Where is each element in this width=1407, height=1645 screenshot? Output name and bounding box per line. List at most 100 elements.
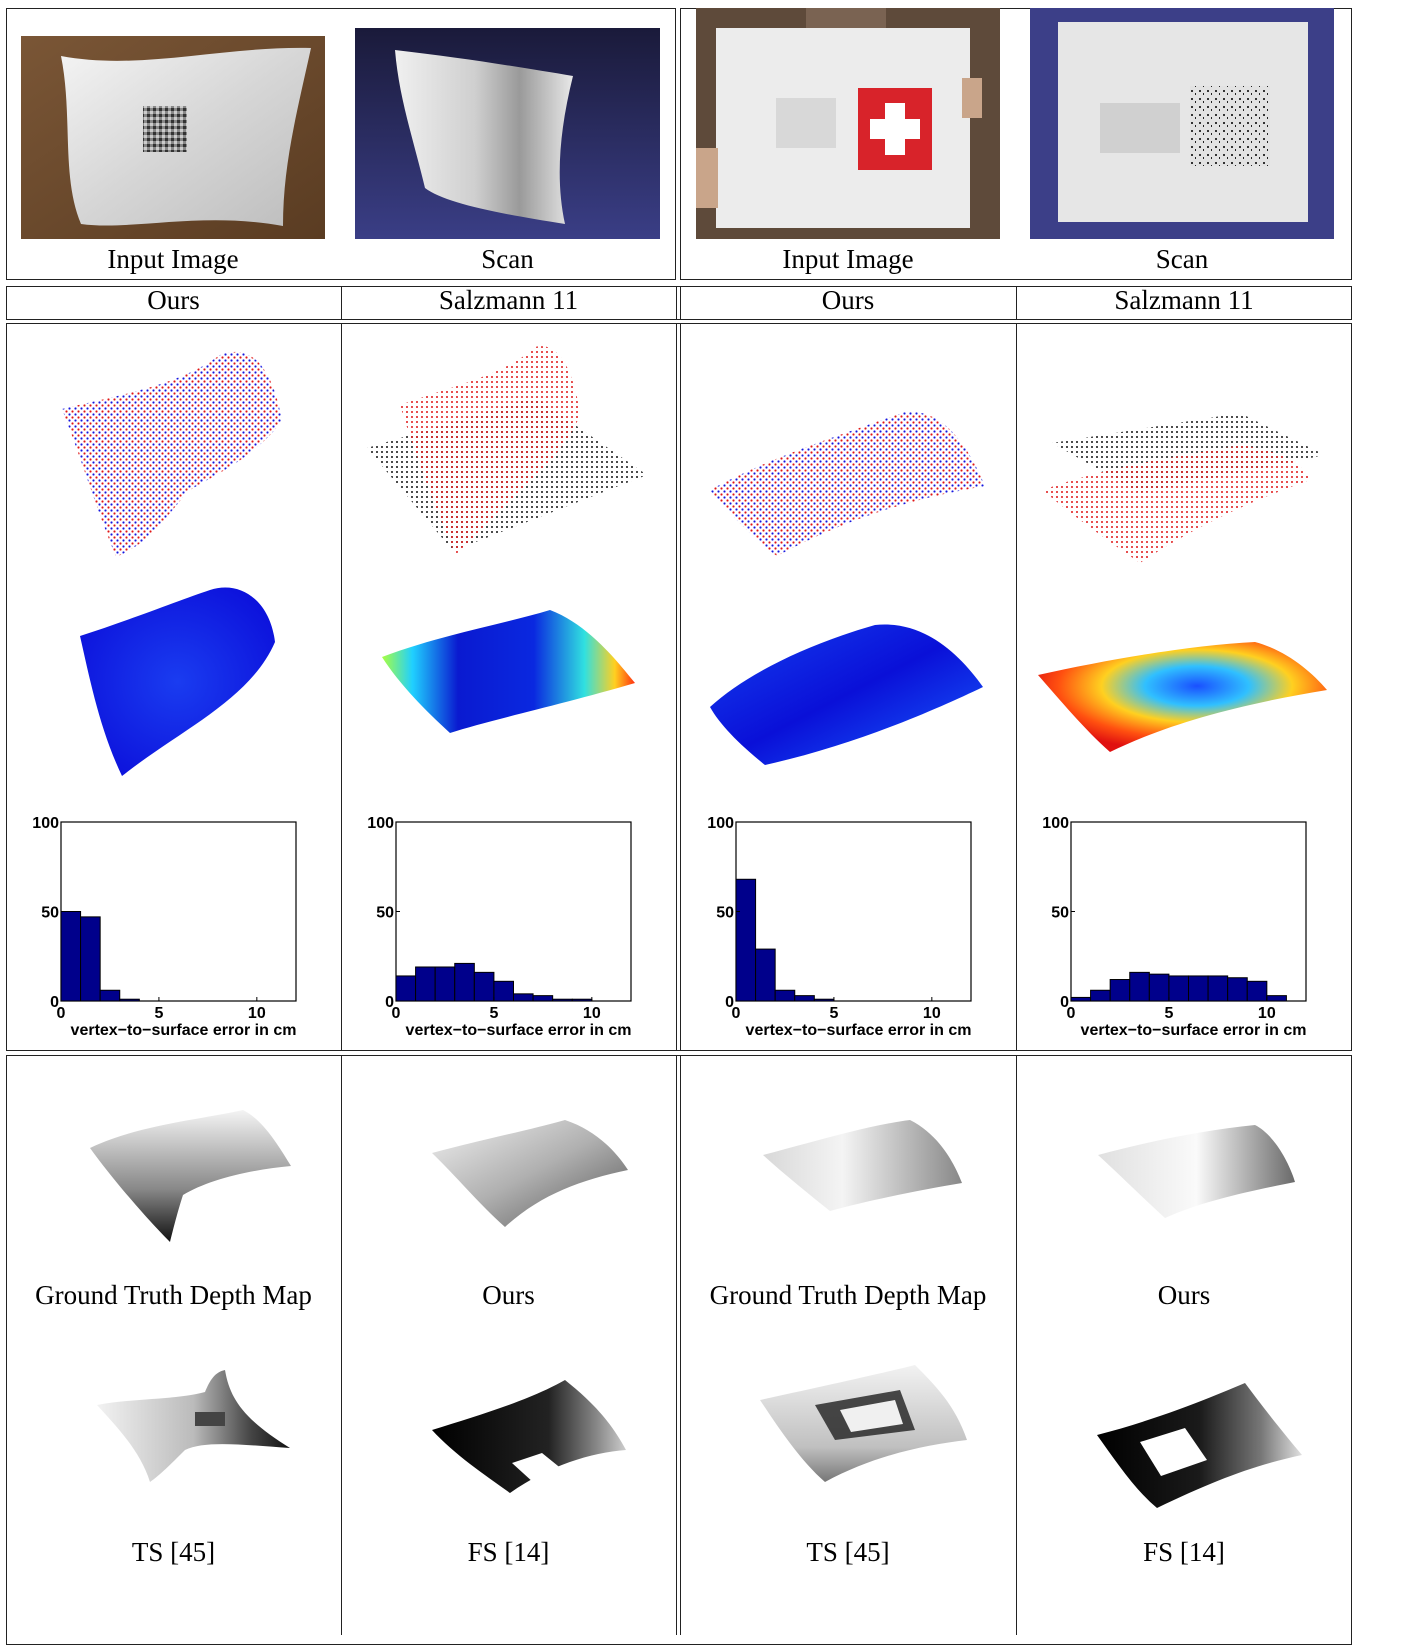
header-frame (6, 286, 1352, 320)
caption-fs-2: FS [14] (1143, 1537, 1225, 1567)
scan-paper (355, 28, 660, 239)
y-tick-label: 0 (725, 994, 734, 1011)
x-axis-label: vertex−to−surface error in cm (1081, 1022, 1307, 1039)
results-frame (6, 323, 1352, 1051)
x-axis-label: vertex−to−surface error in cm (406, 1022, 632, 1039)
caption-ts-2: TS [45] (806, 1537, 890, 1567)
histogram-bar (99, 989, 121, 1002)
depth-gt-1 (88, 1100, 293, 1245)
y-tick-label: 50 (376, 905, 394, 922)
histogram-bar (395, 975, 417, 1002)
histogram-bar (473, 971, 495, 1002)
x-tick-label: 5 (829, 1005, 838, 1022)
histogram-bar (454, 962, 475, 1002)
histogram-bar (1246, 980, 1268, 1002)
histogram-bar (415, 966, 436, 1002)
histogram-bar (1090, 989, 1111, 1002)
histogram-bar (1070, 996, 1092, 1002)
caption-input-image-2: Input Image (782, 244, 914, 274)
pointcloud-salzmann-1 (365, 335, 650, 565)
plot-frame (1070, 821, 1307, 1002)
histogram-bar (735, 878, 757, 1002)
x-axis-label: vertex−to−surface error in cm (71, 1022, 297, 1039)
pointcloud-ours-1 (50, 335, 300, 565)
caption-ts-1: TS [45] (131, 1537, 216, 1567)
top-left-frame (6, 8, 676, 280)
histogram-bar (774, 989, 796, 1002)
input-image-paper (21, 36, 325, 239)
y-tick-label: 100 (1042, 815, 1069, 832)
histogram-salzmann-2: 0 50 100 0 5 10 vertex−to−surface error in cm (1025, 812, 1345, 1042)
caption-input-image-1: Input Image (107, 244, 239, 274)
header-salzmann-1: Salzmann 11 (438, 285, 579, 315)
header-ours-2: Ours (821, 285, 875, 315)
y-tick-label: 0 (1060, 994, 1069, 1011)
histogram-bar (513, 993, 534, 1002)
depth-gt-2 (760, 1115, 965, 1215)
y-tick-label: 100 (367, 815, 394, 832)
histogram-bar (1168, 975, 1190, 1002)
input-image-cloth (696, 8, 1000, 239)
error-surface-ours-1 (70, 580, 285, 780)
error-surface-salzmann-2 (1035, 620, 1330, 755)
y-tick-label: 50 (1051, 905, 1069, 922)
x-axis-label: vertex−to−surface error in cm (746, 1022, 972, 1039)
y-tick-label: 50 (41, 905, 59, 922)
histogram-bar (60, 911, 82, 1002)
caption-fs-1: FS [14] (467, 1537, 550, 1567)
y-tick-label: 100 (707, 815, 734, 832)
histogram-bar (1109, 979, 1131, 1002)
histogram-bar (532, 995, 554, 1002)
error-surface-salzmann-1 (380, 605, 640, 735)
top-right-frame (680, 8, 1352, 280)
histogram-bar (813, 998, 835, 1002)
histogram-bar (493, 980, 515, 1002)
histogram-bar (1227, 977, 1248, 1002)
x-tick-label: 5 (154, 1005, 163, 1022)
histogram-bar (1266, 995, 1287, 1002)
x-tick-label: 0 (57, 1005, 66, 1022)
caption-depth-gt-2: Ground Truth Depth Map (709, 1280, 987, 1310)
y-tick-label: 0 (50, 994, 59, 1011)
y-tick-label: 0 (385, 994, 394, 1011)
scan-cloth (1030, 8, 1334, 239)
depth-fs-2 (1095, 1380, 1305, 1510)
caption-scan-1: Scan (481, 244, 534, 274)
x-tick-label: 0 (392, 1005, 401, 1022)
pointcloud-ours-2 (705, 400, 990, 560)
x-tick-label: 10 (583, 1005, 601, 1022)
histogram-bar (1207, 975, 1229, 1002)
depth-fs-1 (430, 1375, 630, 1495)
depth-ts-2 (755, 1360, 970, 1485)
histogram-ours-2: 0 50 100 0 5 10 vertex−to−surface error in cm (690, 812, 1010, 1042)
histogram-bar (794, 995, 815, 1002)
histogram-bar (80, 916, 101, 1002)
histogram-bar (434, 966, 456, 1002)
histogram-salzmann-1: 0 50 100 0 5 10 vertex−to−surface error in cm (350, 812, 670, 1042)
histogram-bar (755, 948, 776, 1002)
header-salzmann-2: Salzmann 11 (1114, 285, 1254, 315)
histogram-bar (571, 998, 593, 1002)
pointcloud-salzmann-2 (1040, 405, 1330, 565)
depth-ours-1 (430, 1115, 630, 1230)
histogram-bar (119, 998, 140, 1002)
caption-depth-ours-1: Ours (482, 1280, 535, 1310)
histogram-bar (1148, 973, 1170, 1002)
caption-scan-2: Scan (1155, 244, 1209, 274)
x-tick-label: 10 (248, 1005, 266, 1022)
x-tick-label: 5 (489, 1005, 498, 1022)
x-tick-label: 5 (1164, 1005, 1173, 1022)
histogram-bar (1188, 975, 1209, 1002)
x-tick-label: 10 (1258, 1005, 1276, 1022)
histogram-ours-1: 0 50 100 0 5 10 vertex−to−surface error in cm (15, 812, 335, 1042)
caption-depth-gt-1: Ground Truth Depth Map (35, 1280, 312, 1310)
histogram-bar (552, 998, 573, 1002)
depth-ours-2 (1095, 1120, 1300, 1220)
x-tick-label: 10 (923, 1005, 941, 1022)
y-tick-label: 100 (32, 815, 59, 832)
caption-depth-ours-2: Ours (1157, 1280, 1211, 1310)
